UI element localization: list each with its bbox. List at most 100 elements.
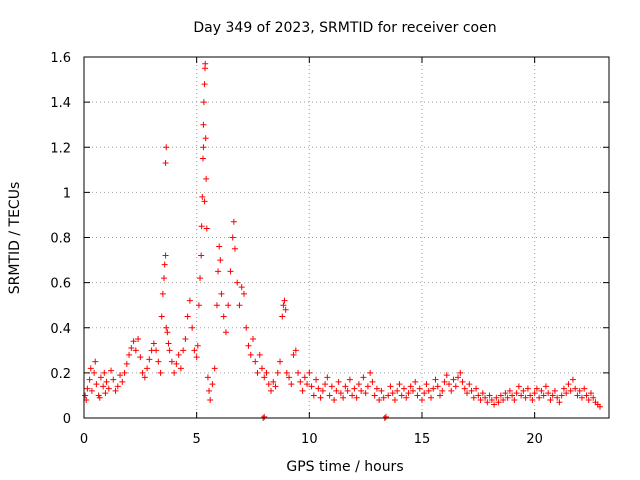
data-point [403, 394, 410, 401]
data-point [101, 369, 108, 376]
data-point [382, 413, 389, 420]
data-point [182, 336, 189, 343]
data-point [200, 121, 207, 128]
data-point [281, 297, 288, 304]
data-point [326, 392, 333, 399]
x-tick-labels: 0 5 10 15 20 [80, 432, 543, 447]
data-point [430, 385, 437, 392]
data-point [558, 392, 565, 399]
data-point [596, 403, 603, 410]
data-point [351, 385, 358, 392]
data-point [112, 387, 119, 394]
data-point [441, 378, 448, 385]
data-point [282, 306, 289, 313]
data-point [396, 381, 403, 388]
data-point [103, 378, 110, 385]
data-point [527, 392, 534, 399]
data-point [168, 358, 175, 365]
y-tick-label: 1.6 [50, 51, 71, 66]
data-point [238, 284, 245, 291]
data-point [135, 336, 142, 343]
data-point [163, 324, 170, 331]
data-point [86, 376, 93, 383]
data-point [121, 369, 128, 376]
data-point [126, 351, 133, 358]
data-point [479, 390, 486, 397]
data-point [364, 383, 371, 390]
y-tick-label: 0.4 [50, 322, 71, 337]
data-point [279, 313, 286, 320]
data-point [333, 387, 340, 394]
x-axis-label: GPS time / hours [286, 459, 403, 475]
data-point [163, 144, 170, 151]
data-point [457, 369, 464, 376]
data-point [389, 390, 396, 397]
data-point [261, 374, 268, 381]
data-point [162, 160, 169, 167]
data-point [249, 336, 256, 343]
data-point [378, 387, 385, 394]
data-point [245, 342, 252, 349]
data-point [88, 387, 95, 394]
data-point [504, 394, 511, 401]
data-point [563, 390, 570, 397]
data-point [409, 387, 416, 394]
data-point [222, 329, 229, 336]
data-point [203, 225, 210, 232]
data-point [247, 351, 254, 358]
x-tick-label: 10 [301, 432, 318, 447]
data-point [407, 383, 414, 390]
data-point [173, 360, 180, 367]
data-point [418, 396, 425, 403]
data-point [263, 369, 270, 376]
data-point [470, 394, 477, 401]
data-point [114, 383, 121, 390]
y-tick-label: 0.6 [50, 277, 71, 292]
data-point [545, 390, 552, 397]
grid-lines [84, 57, 609, 418]
data-point [243, 324, 250, 331]
data-point [455, 374, 462, 381]
data-point [439, 387, 446, 394]
data-point [213, 302, 220, 309]
data-point [201, 81, 208, 88]
data-point [119, 378, 126, 385]
data-point [153, 347, 160, 354]
data-point [199, 193, 206, 200]
chart-title: Day 349 of 2023, SRMTID for receiver coe… [193, 20, 496, 36]
data-point [502, 390, 509, 397]
data-point [171, 369, 178, 376]
data-point [288, 381, 295, 388]
data-point [549, 392, 556, 399]
data-point [360, 374, 367, 381]
data-point [576, 387, 583, 394]
data-point [443, 372, 450, 379]
data-point [565, 381, 572, 388]
data-point [198, 252, 205, 259]
data-point [486, 392, 493, 399]
data-point [87, 365, 94, 372]
data-point [518, 392, 525, 399]
data-point [206, 387, 213, 394]
data-point [346, 376, 353, 383]
data-point [197, 275, 204, 282]
data-point [421, 390, 428, 397]
data-point [117, 372, 124, 379]
data-point [144, 365, 151, 372]
data-point [150, 340, 157, 347]
data-point [259, 365, 266, 372]
data-point [162, 252, 169, 259]
data-point [371, 392, 378, 399]
data-point [93, 381, 100, 388]
y-tick-label: 1 [63, 186, 71, 201]
data-point [560, 385, 567, 392]
data-points [82, 60, 603, 421]
data-point [198, 223, 205, 230]
data-point [165, 340, 172, 347]
data-point [509, 392, 516, 399]
data-point [335, 378, 342, 385]
data-point [290, 351, 297, 358]
y-tick-label: 1.2 [50, 141, 71, 156]
data-point [400, 385, 407, 392]
data-point [227, 268, 234, 275]
